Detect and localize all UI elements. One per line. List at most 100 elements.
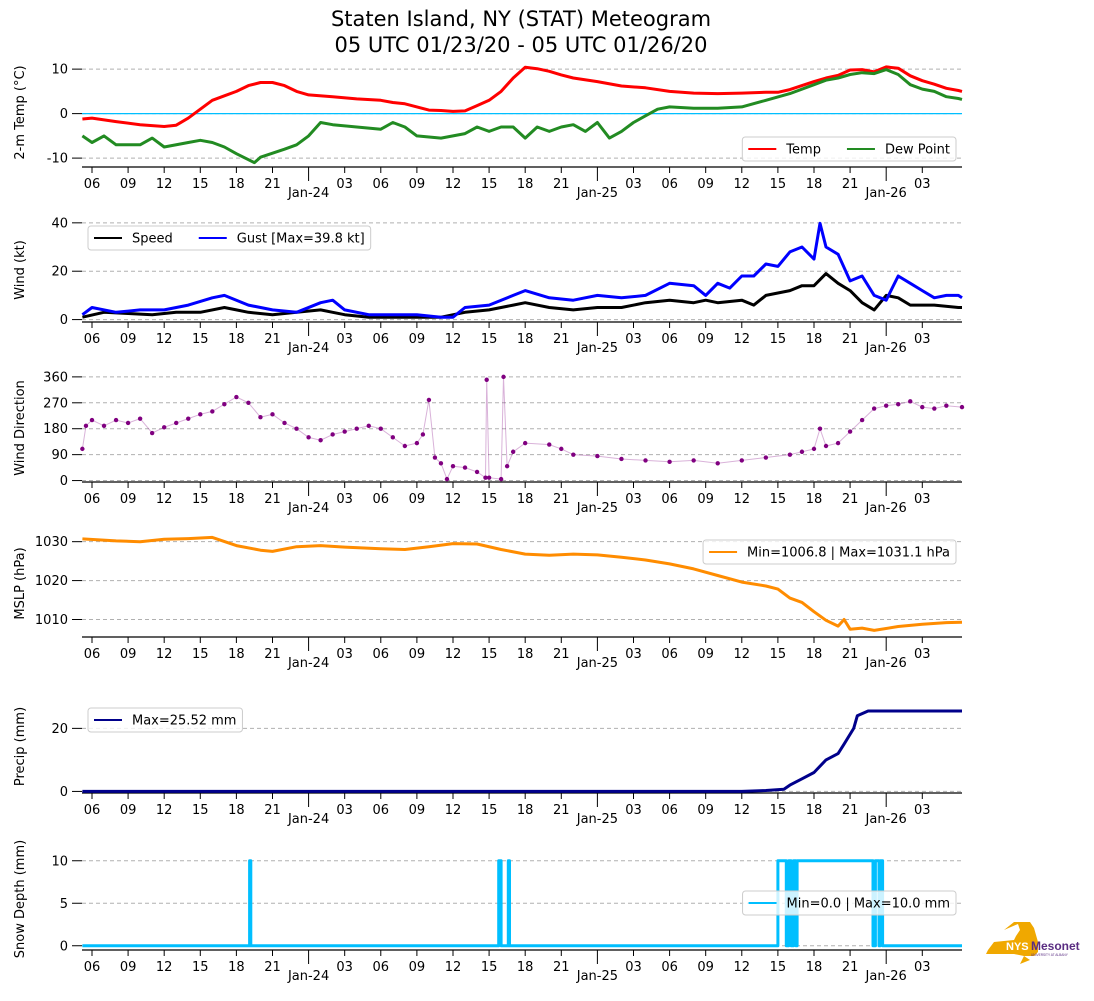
y-axis-label: MSLP (hPa) [13,547,28,619]
legend: Temp Dew Point [741,136,957,162]
x-tick-label: 18 [517,803,534,818]
x-tick-label: 03 [625,803,642,818]
x-tick-label: 21 [264,647,281,662]
legend-box [742,890,957,916]
x-tick-label: 18 [517,647,534,662]
x-tick-label: 21 [553,177,570,192]
data-point [559,446,564,452]
x-tick-label: 06 [661,647,678,662]
data-point [330,432,335,437]
y-axis-label: 2-m Temp (°C) [13,65,28,159]
data-point [125,420,131,426]
y-tick-label: 0 [60,313,68,328]
panel-precip: 0 20 Precip (mm) 06 09 12 15 18 21 03 06 09 12 15 18 21… [13,707,962,827]
x-tick-label: 15 [192,803,209,818]
x-day-label: Jan-26 [865,656,907,671]
y-axis-label: Wind (kt) [13,240,28,300]
x-day-label: Jan-25 [576,656,618,671]
x-tick-label: 06 [661,803,678,818]
x-tick-label: 21 [553,332,570,347]
data-point [498,476,504,482]
data-point [522,440,528,446]
data-point [908,399,913,404]
x-tick-label: 12 [734,332,751,347]
x-tick-label: 09 [697,177,714,192]
data-point [823,443,829,449]
data-point [944,403,949,408]
x-tick-label: 06 [661,177,678,192]
data-point [378,426,383,431]
x-tick-label: 18 [806,332,823,347]
x-day-label: Jan-24 [287,812,329,827]
x-tick-label: 06 [373,647,390,662]
x-tick-label: 18 [517,177,534,192]
x-tick-label: 03 [914,647,931,662]
data-point [186,416,191,421]
x-tick-label: 09 [409,492,426,507]
x-tick-label: 12 [734,803,751,818]
x-tick-label: 06 [373,492,390,507]
panel-mslp: 1010 1020 1030 MSLP (hPa) 06 09 12 15 18 21 03 06 09… [13,535,963,671]
x-tick-label: 18 [806,492,823,507]
data-point [920,404,925,410]
data-point [547,442,552,447]
x-tick-label: 03 [625,647,642,662]
x-tick-label: 18 [806,803,823,818]
data-point [595,453,600,459]
x-day-label: Jan-25 [576,969,618,984]
x-day-label: Jan-25 [576,501,618,516]
new-york-state-shape-icon [986,922,1038,964]
x-tick-label: 12 [445,960,462,975]
x-tick-label: 18 [806,960,823,975]
x-tick-label: 21 [553,960,570,975]
x-tick-label: 09 [409,177,426,192]
x-tick-label: 18 [228,332,245,347]
x-tick-label: 12 [156,492,173,507]
x-tick-label: 12 [445,332,462,347]
x-tick-label: 09 [409,960,426,975]
x-tick-label: 09 [120,332,137,347]
x-day-label: Jan-24 [287,656,329,671]
x-tick-label: 06 [84,332,101,347]
x-tick-label: 03 [914,177,931,192]
legend-box [87,225,372,251]
x-day-label: Jan-26 [865,969,907,984]
panel-snow: 0 5 10 Snow Depth (mm) 06 09 12 15 18 21 03 06 09 12 1… [13,840,962,984]
chart-title-line1: Staten Island, NY (STAT) Meteogram [330,7,712,31]
legend-label: Dew Point [885,143,950,158]
x-tick-label: 18 [228,803,245,818]
x-tick-label: 03 [336,960,353,975]
x-tick-label: 06 [84,177,101,192]
data-point [484,377,489,382]
y-tick-label: 270 [43,396,68,411]
data-point [667,459,672,465]
x-day-label: Jan-26 [865,186,907,201]
y-tick-label: 0 [60,107,68,122]
x-tick-label: 06 [373,177,390,192]
data-point [883,403,889,408]
x-day-label: Jan-25 [576,341,618,356]
y-axis-label: Precip (mm) [13,707,28,786]
x-tick-label: 18 [228,177,245,192]
x-tick-label: 06 [84,960,101,975]
x-tick-label: 15 [770,492,787,507]
logo-nys-text: NYS [1006,941,1029,953]
x-tick-label: 15 [770,647,787,662]
x-tick-label: 15 [770,960,787,975]
data-point [294,426,299,431]
x-tick-label: 09 [120,647,137,662]
legend: Max=25.52 mm [87,707,243,733]
data-point [799,449,805,454]
data-point [959,404,965,410]
series-line-min-1006-8-max-1031-1-hpa [82,535,963,632]
x-tick-label: 18 [517,492,534,507]
data-point [896,402,901,407]
x-tick-label: 03 [914,492,931,507]
x-tick-label: 21 [842,177,859,192]
data-point [282,420,287,426]
data-point [871,406,877,411]
data-point [811,446,817,452]
data-point [571,452,576,457]
data-point [835,440,841,446]
x-tick-label: 03 [336,647,353,662]
